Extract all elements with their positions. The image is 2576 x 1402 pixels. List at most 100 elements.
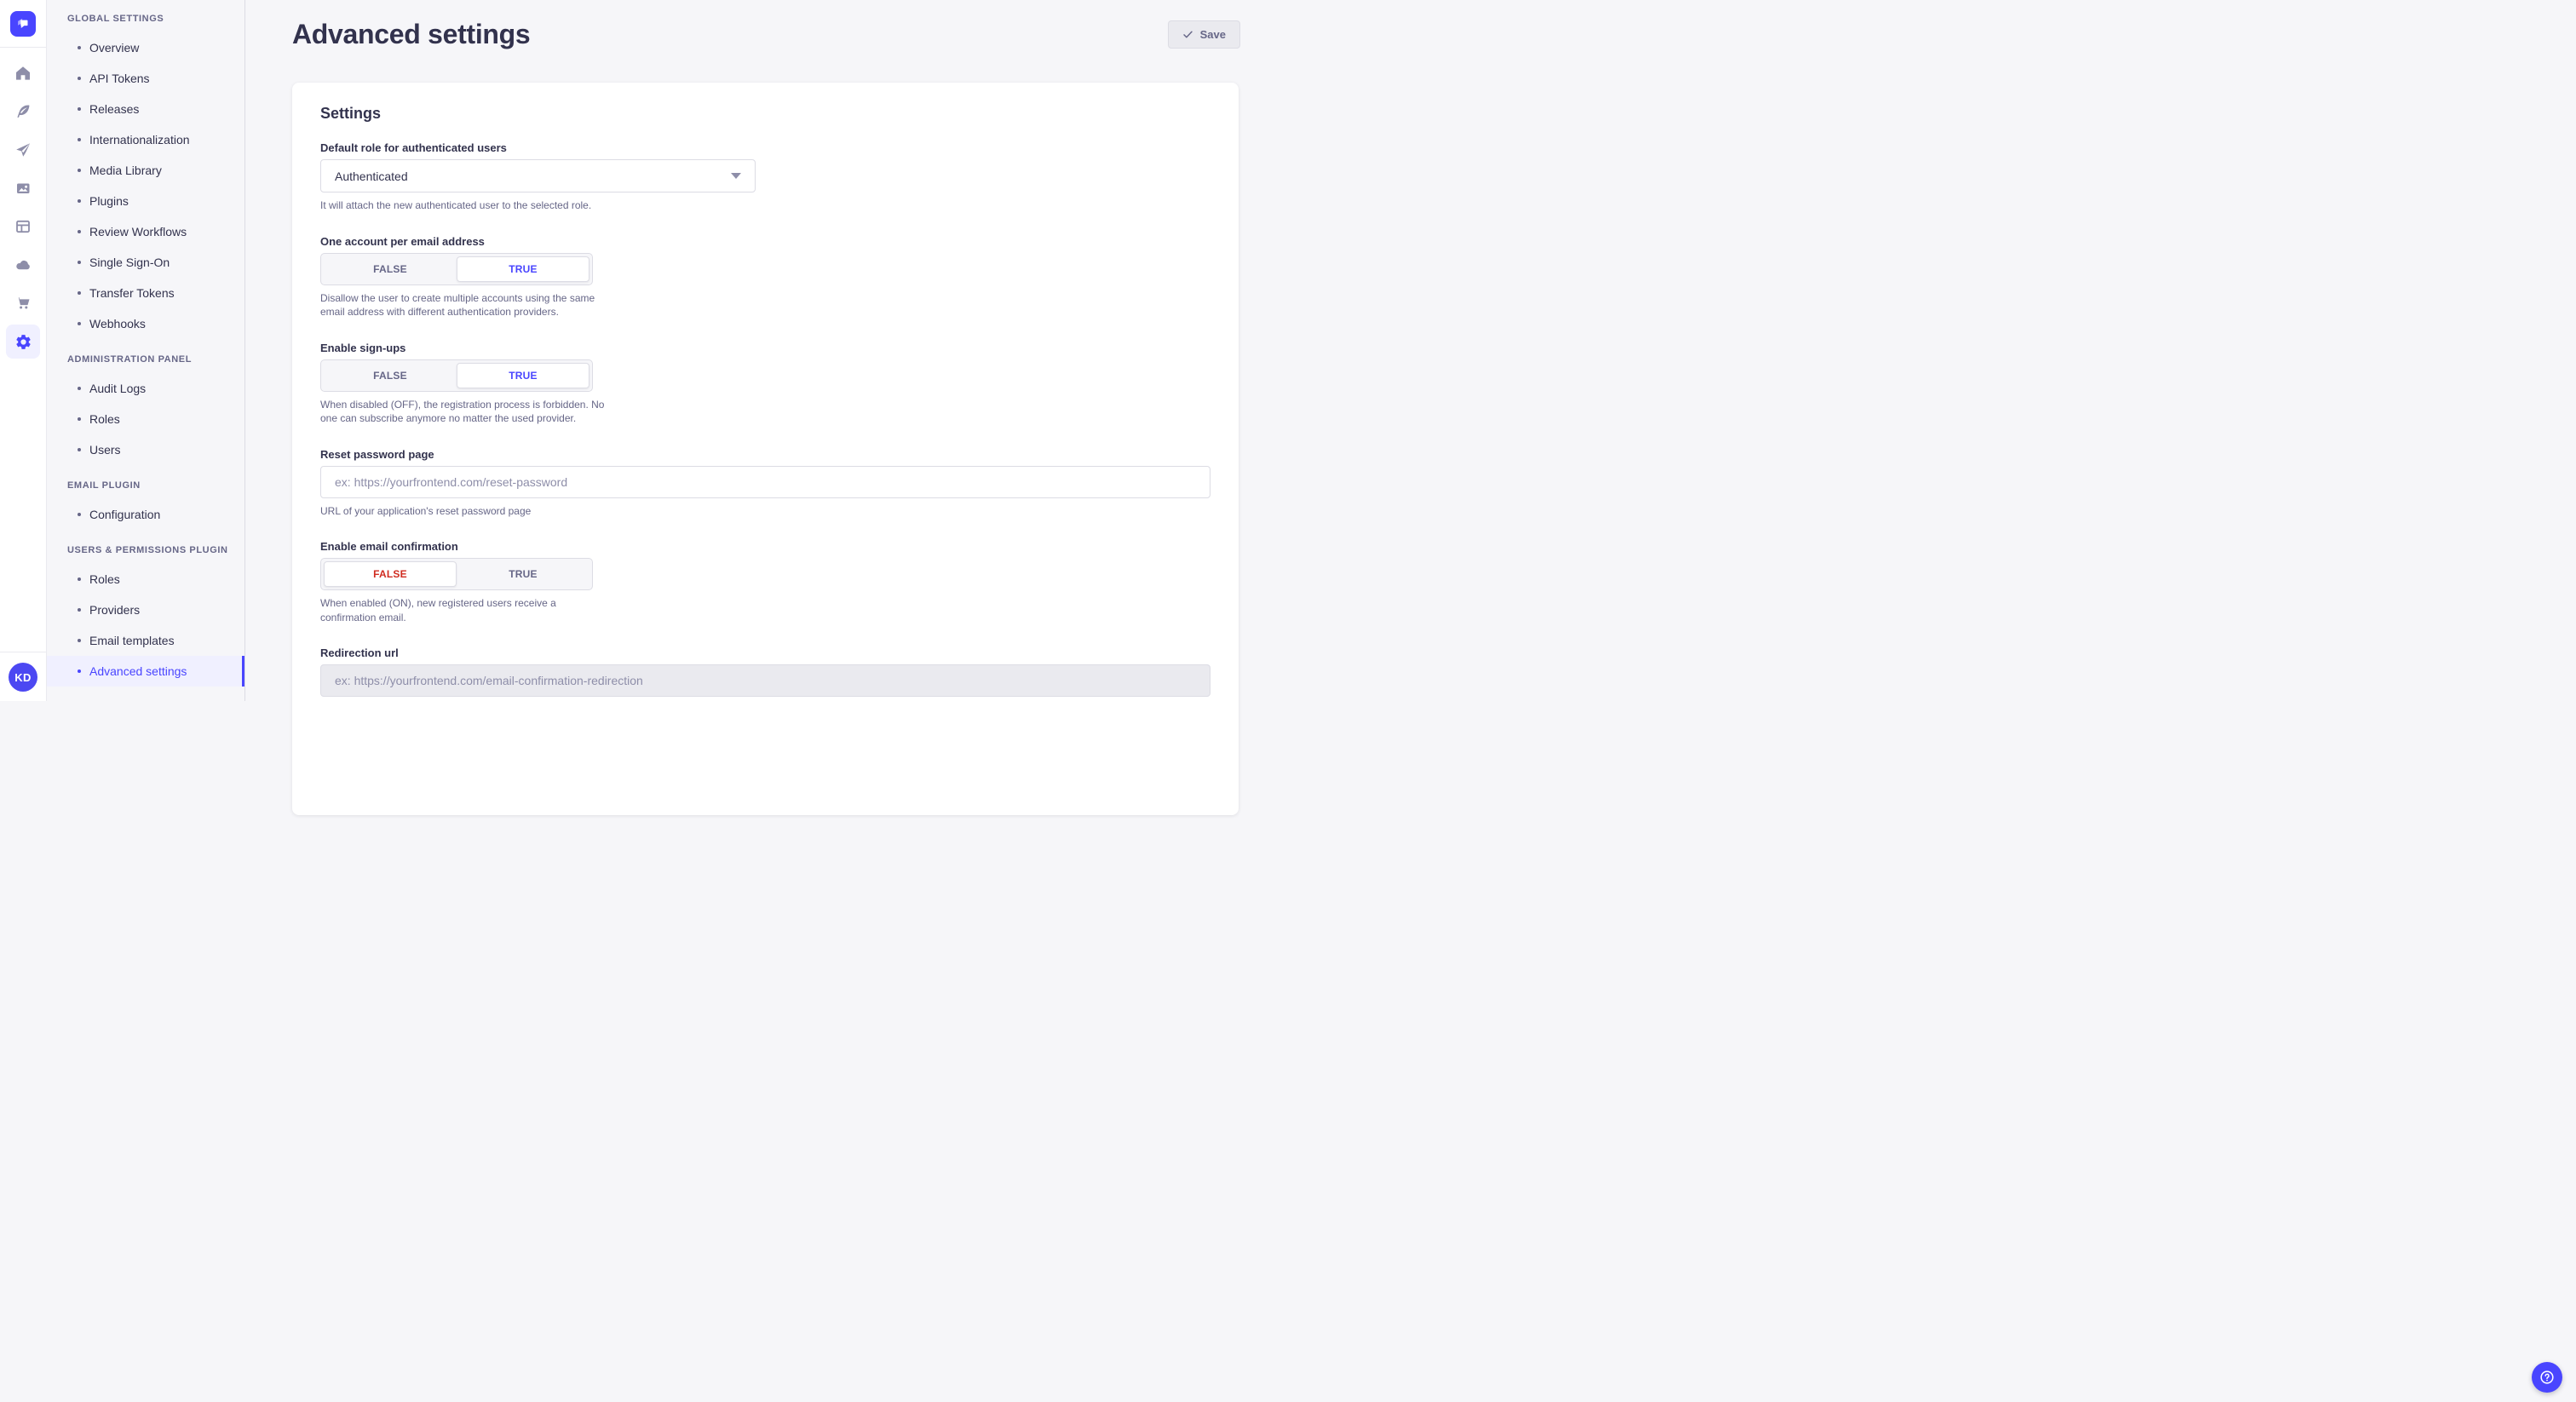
sidebar-item-transfer-tokens[interactable]: Transfer Tokens (47, 278, 244, 308)
sidebar-item-providers[interactable]: Providers (47, 595, 244, 625)
sidebar-item-label: Media Library (89, 164, 162, 177)
enable-signups-hint: When disabled (OFF), the registration pr… (320, 398, 605, 425)
save-button-label: Save (1199, 28, 1226, 41)
bullet-icon (78, 417, 81, 421)
enable-signups-true-option[interactable]: TRUE (457, 362, 589, 388)
bullet-icon (78, 513, 81, 516)
enable-signups-false-option[interactable]: FALSE (373, 369, 407, 382)
sidebar-item-admin-roles[interactable]: Roles (47, 404, 244, 434)
bullet-icon (78, 230, 81, 233)
email-confirmation-false-option[interactable]: FALSE (324, 561, 457, 588)
field-email-confirmation: Enable email confirmation FALSE TRUE Whe… (320, 540, 1210, 624)
default-role-select[interactable]: Authenticated (320, 159, 756, 192)
settings-card: Settings Default role for authenticated … (292, 83, 1239, 815)
field-redirection-url: Redirection url (320, 646, 1210, 698)
bullet-icon (78, 107, 81, 111)
settings-nav-button[interactable] (6, 325, 40, 359)
reset-password-label: Reset password page (320, 447, 434, 461)
home-icon (16, 66, 30, 80)
layout-nav-button[interactable] (6, 210, 40, 244)
sidebar-item-label: Advanced settings (89, 664, 187, 678)
gear-icon (15, 334, 31, 349)
default-role-value: Authenticated (335, 169, 408, 183)
user-avatar[interactable]: KD (9, 663, 37, 692)
home-nav-button[interactable] (6, 56, 40, 90)
field-default-role: Default role for authenticated users Aut… (320, 141, 1210, 213)
one-account-toggle: FALSE TRUE (320, 252, 593, 285)
sidebar-item-single-sign-on[interactable]: Single Sign-On (47, 247, 244, 278)
sidebar-section-title: EMAIL PLUGIN (67, 480, 141, 491)
bullet-icon (78, 77, 81, 80)
sidebar-section-title: GLOBAL SETTINGS (67, 14, 164, 24)
strapi-logo[interactable] (10, 11, 36, 37)
field-one-account: One account per email address FALSE TRUE… (320, 235, 1210, 319)
sidebar-item-label: Email templates (89, 634, 175, 647)
sidebar-item-overview[interactable]: Overview (47, 32, 244, 63)
sidebar-item-releases[interactable]: Releases (47, 94, 244, 124)
bullet-icon (78, 639, 81, 642)
settings-sidebar: GLOBAL SETTINGS Overview API Tokens Rele… (47, 0, 245, 701)
reset-password-hint: URL of your application's reset password… (320, 504, 532, 517)
layout-icon (16, 220, 30, 233)
feather-icon (17, 105, 30, 118)
sidebar-item-label: Audit Logs (89, 382, 147, 395)
sidebar-item-label: Roles (89, 572, 120, 586)
email-confirmation-label: Enable email confirmation (320, 540, 458, 554)
sidebar-item-label: API Tokens (89, 72, 150, 85)
sidebar-item-label: Configuration (89, 508, 161, 521)
save-button[interactable]: Save (1167, 20, 1240, 49)
bullet-icon (78, 138, 81, 141)
email-confirmation-toggle: FALSE TRUE (320, 558, 593, 591)
sidebar-item-email-configuration[interactable]: Configuration (47, 499, 244, 530)
sidebar-item-admin-users[interactable]: Users (47, 434, 244, 465)
releases-nav-button[interactable] (6, 133, 40, 167)
sidebar-item-advanced-settings[interactable]: Advanced settings (47, 656, 244, 687)
sidebar-item-media-library[interactable]: Media Library (47, 155, 244, 186)
sidebar-item-internationalization[interactable]: Internationalization (47, 124, 244, 155)
bullet-icon (78, 291, 81, 295)
settings-heading: Settings (320, 105, 382, 122)
sidebar-section-title: USERS & PERMISSIONS PLUGIN (67, 545, 228, 555)
one-account-false-option[interactable]: FALSE (373, 262, 407, 275)
content-manager-nav-button[interactable] (6, 95, 40, 129)
app-root: KD GLOBAL SETTINGS Overview API Tokens R… (0, 0, 1288, 815)
default-role-label: Default role for authenticated users (320, 141, 507, 154)
one-account-true-option[interactable]: TRUE (457, 256, 589, 282)
bullet-icon (78, 669, 81, 673)
main-content: Advanced settings Save Settings Default … (245, 0, 1288, 815)
sidebar-item-label: Webhooks (89, 317, 146, 330)
sidebar-item-webhooks[interactable]: Webhooks (47, 308, 244, 339)
reset-password-input[interactable] (320, 465, 1210, 498)
cloud-icon (16, 260, 30, 270)
bullet-icon (78, 448, 81, 451)
field-enable-signups: Enable sign-ups FALSE TRUE When disabled… (320, 342, 1210, 426)
sidebar-item-up-roles[interactable]: Roles (47, 564, 244, 595)
sidebar-item-label: Providers (89, 603, 141, 617)
sidebar-item-api-tokens[interactable]: API Tokens (47, 63, 244, 94)
field-reset-password: Reset password page URL of your applicat… (320, 448, 1210, 519)
bullet-icon (78, 261, 81, 264)
question-icon (2540, 1370, 2554, 1384)
bullet-icon (78, 387, 81, 390)
marketplace-nav-button[interactable] (6, 286, 40, 320)
cloud-nav-button[interactable] (6, 248, 40, 282)
bullet-icon (78, 199, 81, 203)
enable-signups-toggle: FALSE TRUE (320, 359, 593, 392)
sidebar-section-title: ADMINISTRATION PANEL (67, 354, 193, 365)
sidebar-item-plugins[interactable]: Plugins (47, 186, 244, 216)
chevron-down-icon (731, 173, 741, 179)
help-button[interactable] (2532, 1362, 2562, 1393)
bullet-icon (78, 169, 81, 172)
email-confirmation-true-option[interactable]: TRUE (509, 568, 538, 581)
media-library-nav-button[interactable] (6, 171, 40, 205)
sidebar-item-review-workflows[interactable]: Review Workflows (47, 216, 244, 247)
sidebar-item-label: Transfer Tokens (89, 286, 175, 300)
sidebar-item-audit-logs[interactable]: Audit Logs (47, 373, 244, 404)
icon-rail: KD (0, 0, 47, 701)
redirection-url-label: Redirection url (320, 646, 399, 660)
bullet-icon (78, 577, 81, 581)
sidebar-item-email-templates[interactable]: Email templates (47, 625, 244, 656)
rail-divider (0, 47, 47, 48)
sidebar-item-label: Releases (89, 102, 140, 116)
bullet-icon (78, 46, 81, 49)
